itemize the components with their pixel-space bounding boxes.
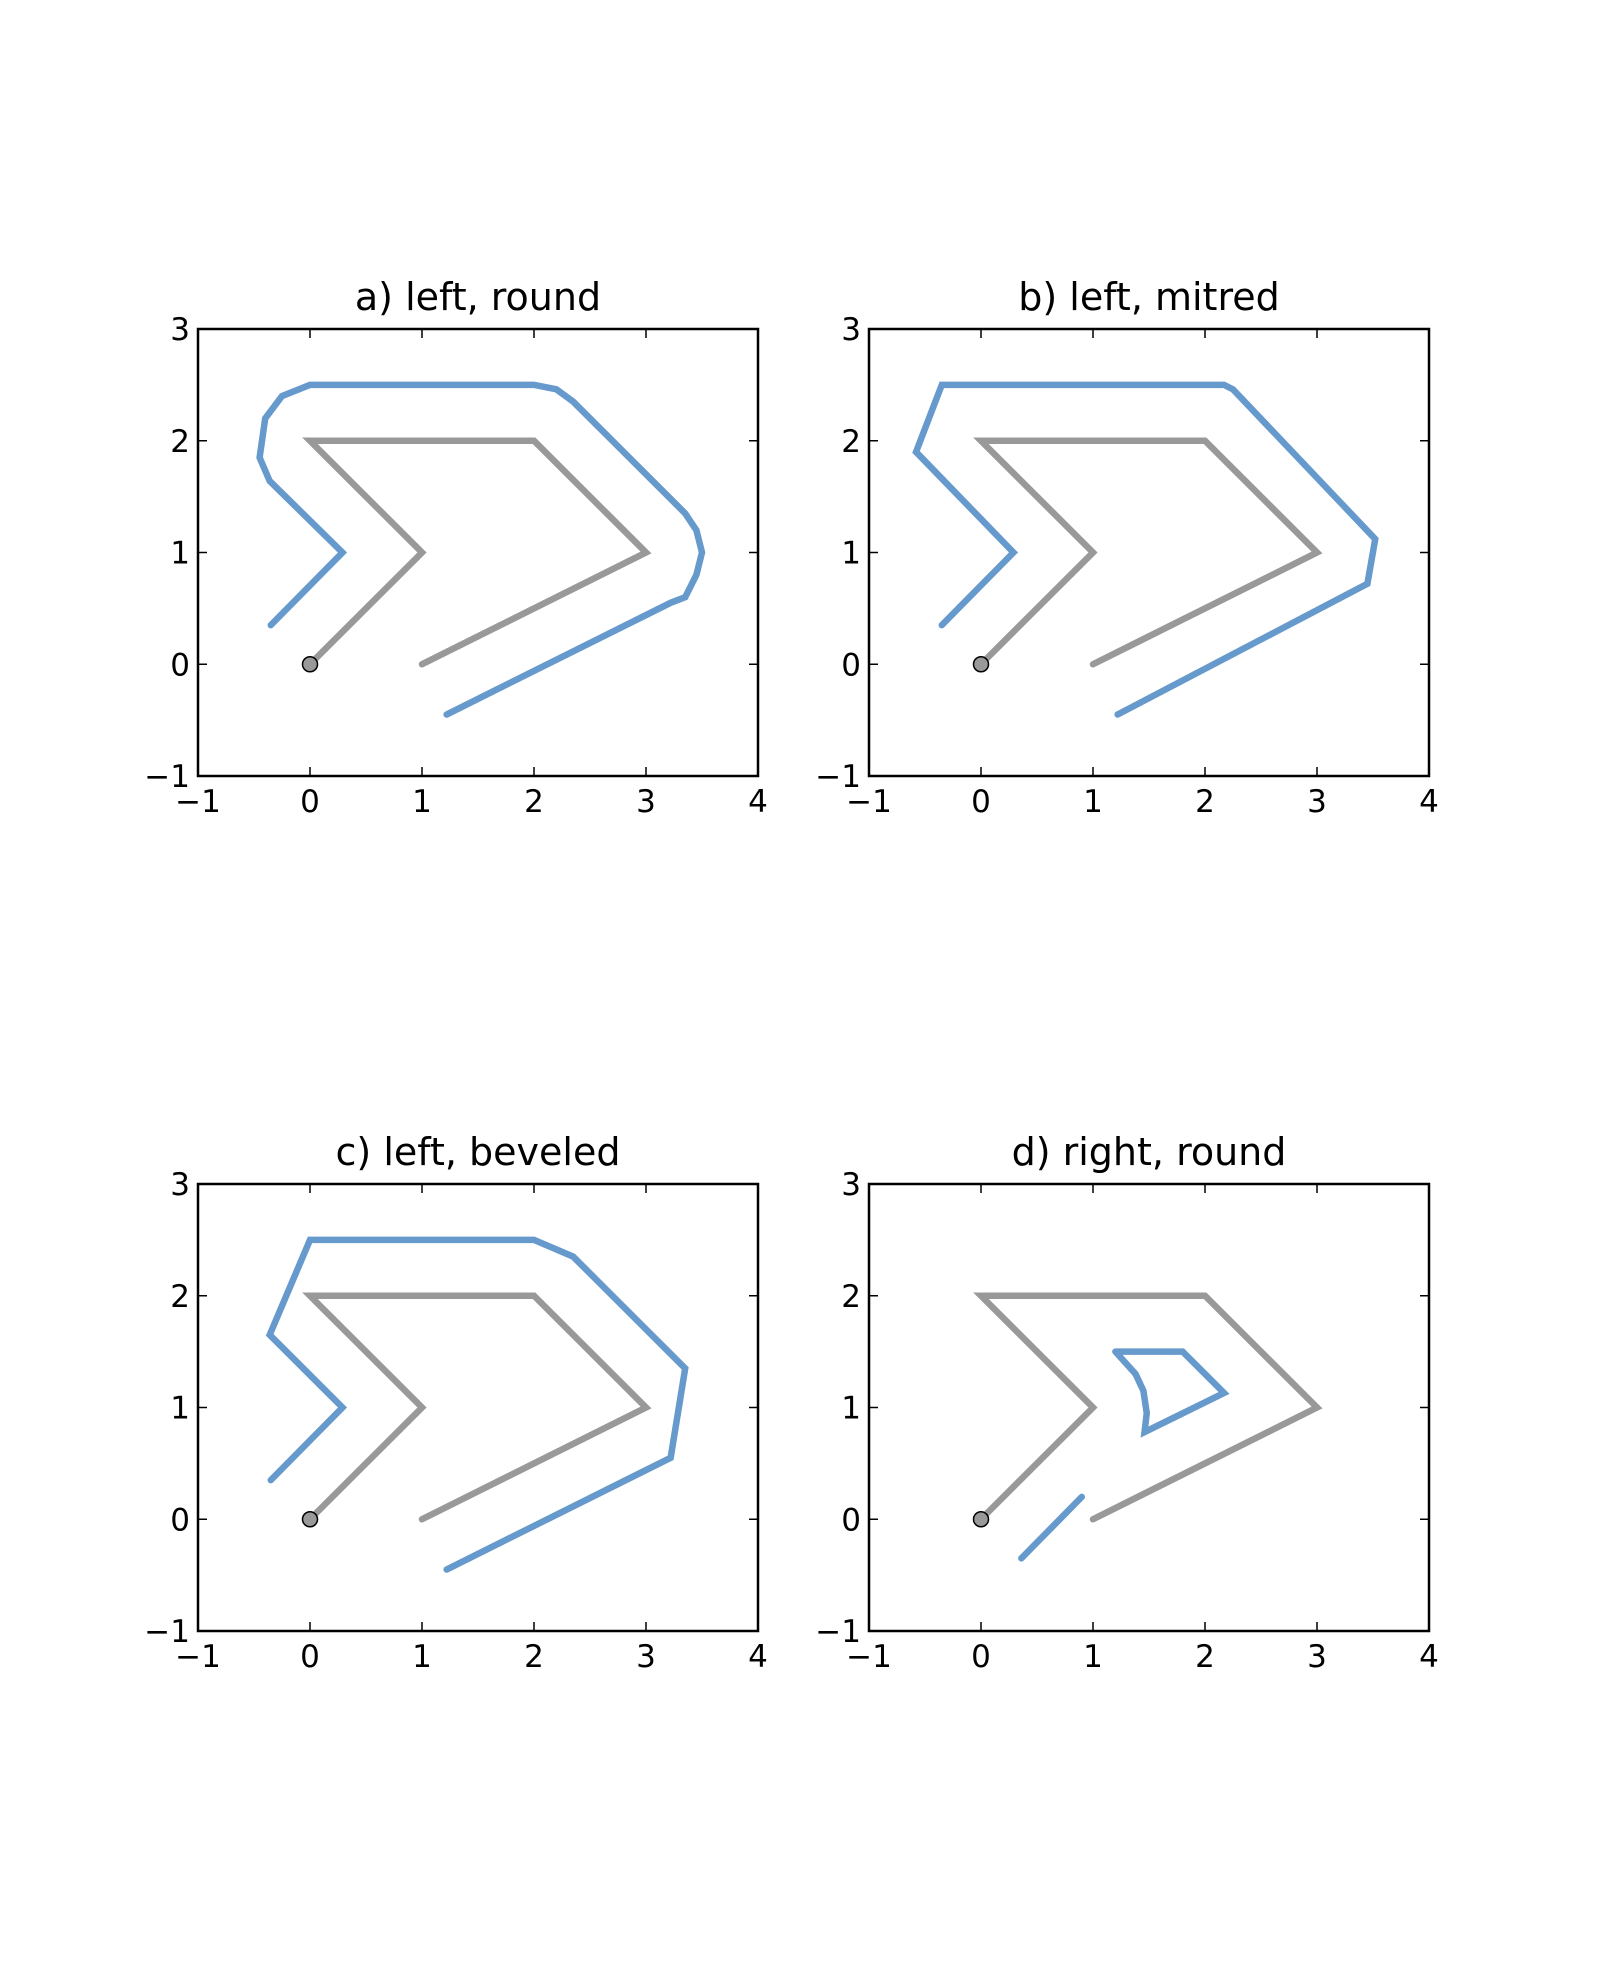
origin-marker [972, 1511, 990, 1528]
panel-title: b) left, mitred [1018, 275, 1280, 319]
y-tick-label: 0 [170, 1502, 190, 1538]
y-tick-label: 3 [170, 312, 190, 348]
panel-title: d) right, round [1012, 1130, 1287, 1174]
panel-c: c) left, beveled −1 0 1 2 3 4 −1 0 1 2 3 [144, 1130, 768, 1675]
x-tick-label: 4 [748, 784, 768, 820]
y-tick-label: 2 [841, 1279, 861, 1315]
x-tick-label: 0 [971, 1639, 991, 1675]
series-line [265, 1236, 689, 1573]
x-tick-label: 2 [524, 1639, 544, 1675]
axes-frame [867, 327, 1431, 778]
y-tick-label: 3 [841, 1167, 861, 1203]
panel-title: c) left, beveled [336, 1130, 621, 1174]
series-line [302, 437, 652, 668]
series-line [912, 381, 1379, 718]
y-tick-label: 1 [170, 536, 190, 572]
y-tick-label: 0 [170, 647, 190, 683]
x-tick-label: 4 [748, 1639, 768, 1675]
y-tick-label: 0 [841, 1502, 861, 1538]
y-tick-label: −1 [144, 759, 190, 795]
x-tick-label: 2 [1195, 784, 1215, 820]
panel-a: a) left, round −1 0 1 2 3 4 −1 0 1 2 3 [144, 275, 768, 820]
y-tick-label: 2 [170, 1279, 190, 1315]
y-tick-label: −1 [815, 759, 861, 795]
x-tick-label: 1 [412, 784, 432, 820]
x-tick-label: 4 [1419, 784, 1439, 820]
y-tick-label: 3 [170, 1167, 190, 1203]
x-tick-label: 2 [1195, 1639, 1215, 1675]
x-tick-label: 0 [971, 784, 991, 820]
y-tick-label: 1 [841, 1391, 861, 1427]
x-tick-label: 4 [1419, 1639, 1439, 1675]
y-tick-label: 2 [841, 424, 861, 460]
series-line [302, 1292, 652, 1523]
series-line [973, 1292, 1323, 1523]
panel-b: b) left, mitred −1 0 1 2 3 4 −1 0 1 2 3 [815, 275, 1439, 820]
x-tick-label: 1 [1083, 784, 1103, 820]
axes-frame [196, 1182, 760, 1633]
series-line [1018, 1493, 1086, 1562]
x-tick-label: 1 [412, 1639, 432, 1675]
x-tick-label: 0 [300, 784, 320, 820]
series-line [1112, 1348, 1230, 1438]
series-line [256, 381, 706, 718]
origin-marker [972, 656, 990, 673]
x-tick-label: −1 [846, 1639, 892, 1675]
y-tick-label: 0 [841, 647, 861, 683]
x-tick-label: −1 [175, 784, 221, 820]
y-tick-label: 2 [170, 424, 190, 460]
panel-d: d) right, round −1 0 1 2 3 4 −1 0 1 2 3 [815, 1130, 1439, 1675]
x-tick-label: 3 [636, 784, 656, 820]
y-tick-label: 1 [841, 536, 861, 572]
y-tick-label: −1 [144, 1614, 190, 1650]
x-tick-label: −1 [846, 784, 892, 820]
panel-title: a) left, round [355, 275, 601, 319]
x-tick-label: 2 [524, 784, 544, 820]
x-tick-label: 3 [636, 1639, 656, 1675]
x-tick-label: 1 [1083, 1639, 1103, 1675]
origin-marker [301, 656, 319, 673]
y-tick-label: 3 [841, 312, 861, 348]
x-tick-label: 3 [1307, 1639, 1327, 1675]
x-tick-label: 3 [1307, 784, 1327, 820]
y-tick-label: 1 [170, 1391, 190, 1427]
x-tick-label: −1 [175, 1639, 221, 1675]
x-tick-label: 0 [300, 1639, 320, 1675]
series-line [973, 437, 1323, 668]
y-tick-label: −1 [815, 1614, 861, 1650]
origin-marker [301, 1511, 319, 1528]
